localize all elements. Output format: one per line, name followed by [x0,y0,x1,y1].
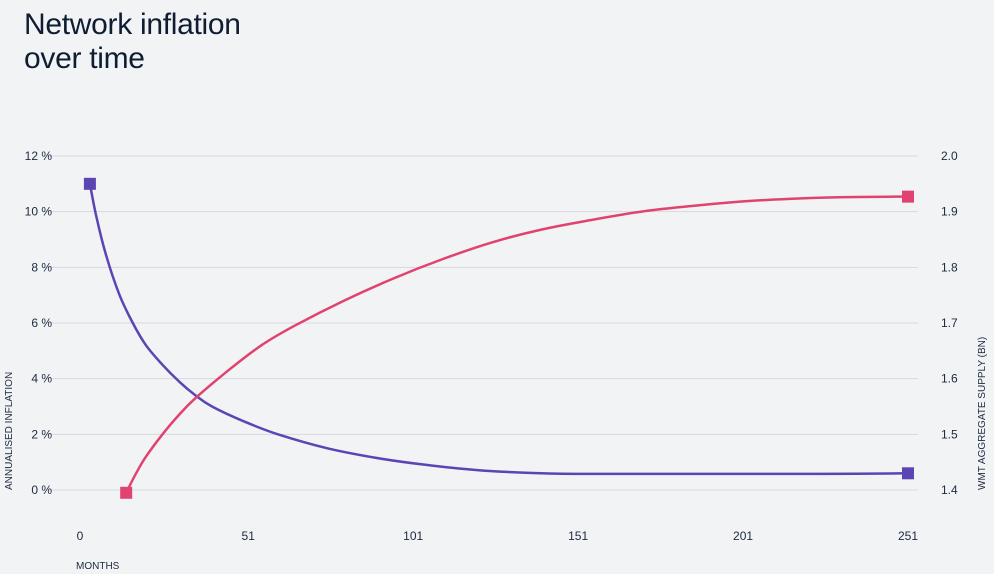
y-right-axis-label: WMT AGGREGATE SUPPLY (BN) [977,337,988,490]
y-left-tick-label: 12 % [25,149,53,163]
chart-title-line-1: Network inflation [24,8,241,41]
series-line-supply [125,195,909,494]
y-right-tick-label: 1.8 [941,260,958,274]
y-left-tick-label: 8 % [31,260,52,274]
series-group [83,177,914,499]
inflation-end-marker [902,467,914,480]
y-left-tick-label: 4 % [31,372,52,386]
x-tick-label: 151 [568,529,588,543]
y-right-tick-label: 1.9 [941,205,958,219]
chart-title: Network inflation over time [24,8,241,76]
chart-title-line-2: over time [24,42,145,75]
inflation-start-marker [83,177,96,190]
gridlines [46,155,918,491]
y-right-tick-label: 1.4 [941,483,958,497]
y-right-tick-label: 1.5 [941,427,958,441]
y-left-axis-label: ANNUALISED INFLATION [4,372,15,490]
y-right-tick-label: 2.0 [941,149,958,163]
x-axis-label: MONTHS [76,561,120,572]
x-tick-label: 0 [77,529,84,543]
y-left-ticks: 0 % 2 % 4 % 6 % 8 % 10 % 12 % [25,149,53,497]
y-right-tick-label: 1.7 [941,316,958,330]
y-left-tick-label: 6 % [31,316,52,330]
supply-start-marker [120,486,133,499]
y-right-tick-label: 1.6 [941,372,958,386]
x-tick-label: 201 [733,529,753,543]
x-tick-label: 51 [242,529,256,543]
x-tick-label: 101 [403,529,423,543]
y-left-tick-label: 0 % [31,483,52,497]
x-ticks: 0 51 101 151 201 251 [77,529,919,543]
y-left-tick-label: 2 % [31,427,52,441]
y-right-ticks: 1.4 1.5 1.6 1.7 1.8 1.9 2.0 [941,149,958,497]
series-line-inflation [88,183,909,476]
supply-end-marker [902,190,914,203]
y-left-tick-label: 10 % [25,205,53,219]
x-tick-label: 251 [898,529,918,543]
